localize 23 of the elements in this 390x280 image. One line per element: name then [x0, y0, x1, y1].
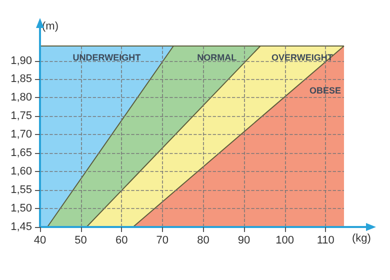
series-label: NORMAL: [197, 52, 238, 62]
series-label: OBESE: [309, 86, 341, 96]
y-tick-label: 1,85: [10, 73, 32, 86]
y-tick-label: 1,45: [10, 221, 32, 233]
x-tick-label: 50: [74, 234, 87, 246]
x-axis-title: (kg): [352, 232, 371, 244]
x-tick-label: 110: [316, 234, 334, 246]
y-tick-label: 1,65: [10, 147, 32, 160]
x-tick-label: 40: [34, 234, 46, 246]
y-tick-label: 1,90: [10, 54, 32, 67]
x-tick-label: 60: [115, 234, 128, 246]
x-tick-label: 100: [276, 234, 294, 246]
y-tick-label: 1,55: [10, 184, 32, 196]
y-tick-label: 1,80: [10, 92, 32, 104]
x-tick-label: 70: [156, 234, 169, 246]
y-axis-title: (m): [42, 20, 58, 32]
y-tick-label: 1,50: [10, 202, 32, 215]
series-label: UNDERWEIGHT: [72, 52, 142, 62]
y-tick-label: 1,75: [10, 110, 32, 122]
x-tick-label: 90: [238, 234, 250, 246]
y-tick-label: 1,70: [10, 128, 32, 141]
y-tick-label: 1,60: [10, 166, 32, 178]
x-tick-label: 80: [197, 234, 210, 246]
